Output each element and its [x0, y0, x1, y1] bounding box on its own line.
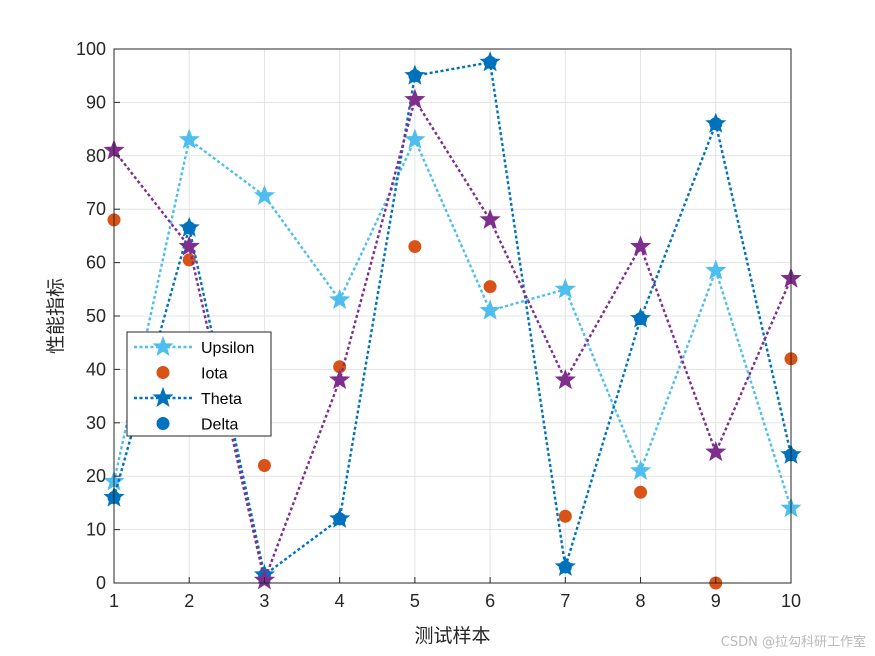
x-tick-label-6: 6: [485, 591, 495, 611]
data-point-upsilon-0-x2: [178, 128, 200, 149]
data-point-unnamed-4-x6: [479, 208, 501, 229]
y-tick-label-100: 100: [76, 39, 106, 59]
y-tick-label-90: 90: [86, 92, 106, 112]
x-tick-label-5: 5: [410, 591, 420, 611]
data-point-upsilon-0-x5: [404, 128, 426, 149]
data-point-delta-3-x8: [634, 312, 648, 326]
data-point-unnamed-4-x5: [404, 88, 426, 109]
x-tick-label-8: 8: [636, 591, 646, 611]
watermark: CSDN @拉勾科研工作室: [721, 634, 866, 650]
data-point-upsilon-0-x3: [253, 184, 276, 205]
data-point-delta-3-x6: [483, 55, 497, 69]
data-point-unnamed-4-x7: [554, 368, 576, 390]
y-tick-label-50: 50: [86, 306, 106, 326]
legend: Upsilon Iota Theta Delta: [126, 331, 272, 437]
x-tick-label-7: 7: [560, 591, 570, 611]
data-point-delta-3-x9: [709, 117, 723, 131]
legend-item-delta: Delta: [156, 417, 238, 434]
data-point-iota-1-x3: [257, 459, 271, 473]
x-axis-label: 测试样本: [414, 625, 490, 647]
x-tick-label-4: 4: [335, 591, 345, 611]
legend-box: [126, 331, 272, 437]
y-tick-label-10: 10: [86, 520, 106, 540]
legend-marker-theta: [152, 386, 174, 408]
data-point-upsilon-0-x4: [329, 288, 351, 309]
y-tick-label-30: 30: [86, 413, 106, 433]
data-point-unnamed-4-x2: [178, 235, 200, 256]
data-point-iota-1-x5: [408, 240, 422, 254]
y-tick-label-20: 20: [86, 466, 106, 486]
x-tick-label-3: 3: [259, 591, 269, 611]
y-axis-label: 性能指标: [45, 278, 67, 354]
x-tick-label-10: 10: [781, 591, 801, 611]
data-point-upsilon-0-x9: [705, 259, 727, 280]
legend-item-upsilon: Upsilon: [134, 335, 254, 357]
data-point-upsilon-0-x8: [629, 459, 652, 480]
data-point-upsilon-0-x6: [479, 299, 501, 320]
data-point-iota-1-x8: [634, 485, 648, 499]
y-tick-label-80: 80: [86, 146, 106, 166]
data-point-iota-1-x7: [558, 509, 572, 523]
x-tick-label-2: 2: [184, 591, 194, 611]
data-point-delta-3-x2: [182, 221, 196, 235]
data-point-delta-3-x4: [333, 512, 347, 526]
y-tick-label-70: 70: [86, 199, 106, 219]
series-line-upsilon-0: [112, 136, 793, 509]
y-tick-label-60: 60: [86, 253, 106, 273]
legend-item-iota: Iota: [156, 366, 228, 383]
data-point-delta-3-x5: [408, 69, 422, 83]
y-tick-label-40: 40: [86, 359, 106, 379]
data-point-unnamed-4-x8: [629, 235, 652, 256]
x-tick-label-1: 1: [109, 591, 119, 611]
legend-label-delta: Delta: [201, 417, 238, 434]
data-point-iota-1-x6: [483, 280, 497, 294]
legend-marker-delta: [156, 417, 170, 430]
legend-label-iota: Iota: [201, 366, 228, 383]
legend-item-theta: Theta: [134, 386, 242, 408]
data-point-delta-3-x7: [558, 560, 572, 574]
y-tick-label-0: 0: [96, 573, 106, 593]
data-point-upsilon-0-x7: [554, 278, 576, 299]
legend-label-upsilon: Upsilon: [201, 340, 254, 357]
data-point-unnamed-4-x4: [329, 368, 351, 390]
legend-label-theta: Theta: [201, 391, 242, 408]
legend-marker-upsilon: [152, 335, 174, 357]
x-tick-label-9: 9: [711, 591, 721, 611]
legend-marker-iota: [156, 366, 170, 379]
data-point-unnamed-4-x9: [705, 441, 727, 462]
data-point-iota-1-x2: [182, 253, 196, 267]
